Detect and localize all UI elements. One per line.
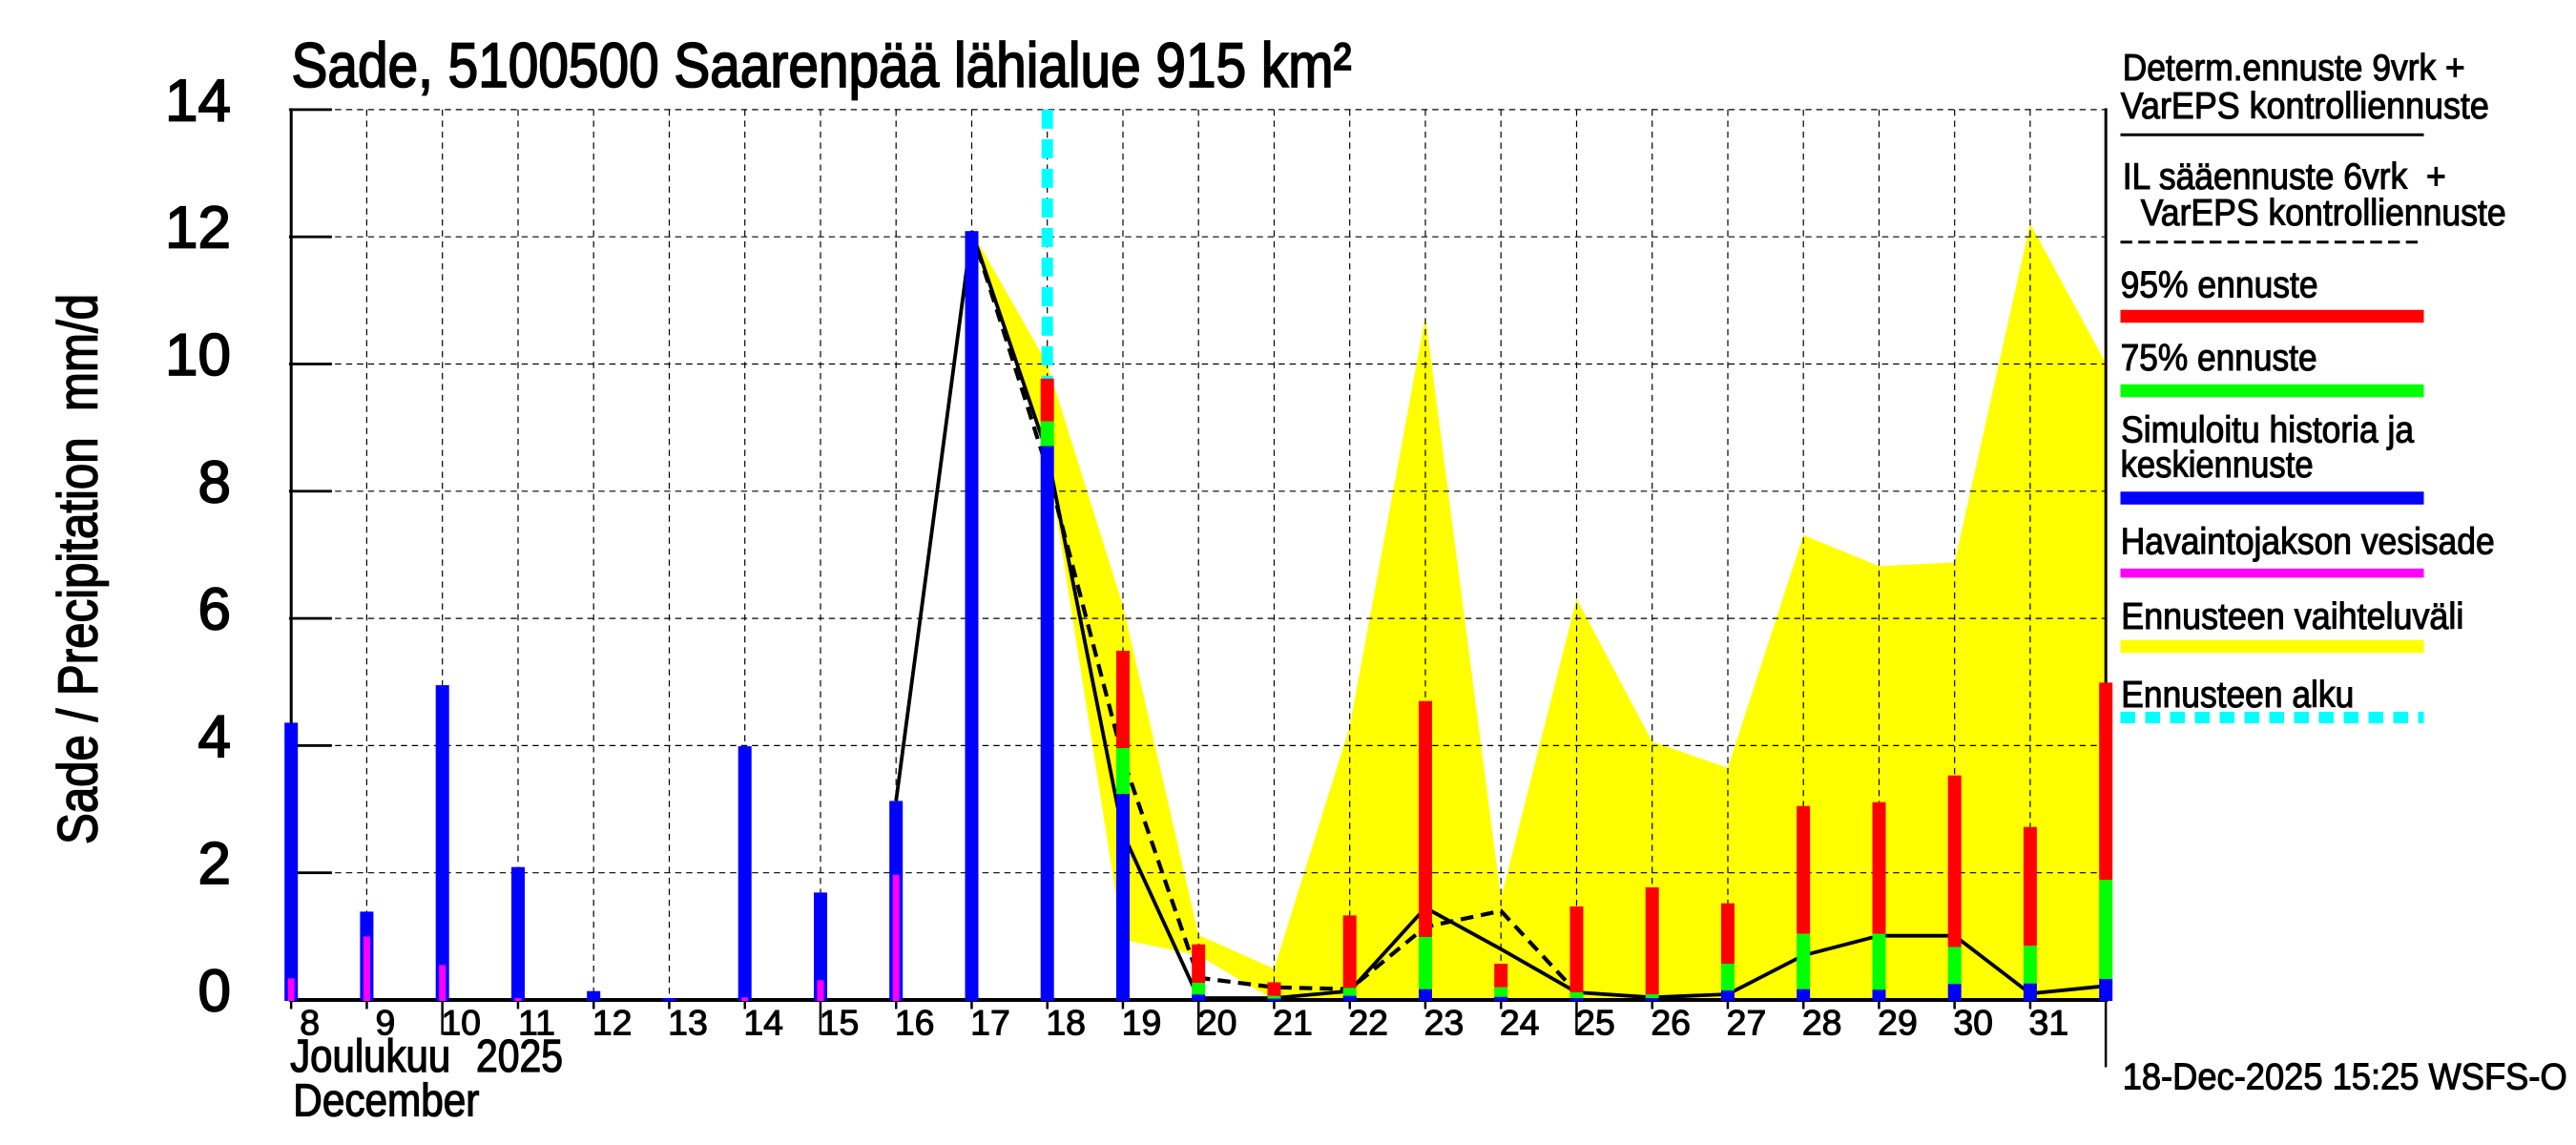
svg-text:6: 6 <box>198 577 231 643</box>
svg-text:Simuloitu historia ja: Simuloitu historia ja <box>2121 409 2415 450</box>
svg-text:12: 12 <box>165 196 231 261</box>
svg-text:31: 31 <box>2029 1002 2069 1042</box>
svg-text:13: 13 <box>668 1002 708 1042</box>
svg-text:2: 2 <box>198 831 231 897</box>
svg-text:30: 30 <box>1953 1002 1993 1042</box>
svg-text:25: 25 <box>1575 1002 1615 1042</box>
svg-text:17: 17 <box>970 1002 1010 1042</box>
svg-text:18-Dec-2025 15:25 WSFS-O: 18-Dec-2025 15:25 WSFS-O <box>2123 1057 2567 1098</box>
svg-text:75% ennuste: 75% ennuste <box>2121 338 2317 379</box>
svg-text:27: 27 <box>1727 1002 1767 1042</box>
svg-text:4: 4 <box>198 704 231 770</box>
svg-text:10: 10 <box>441 1002 481 1042</box>
svg-text:Sade, 5100500 Saarenpää lähial: Sade, 5100500 Saarenpää lähialue 915 km² <box>292 30 1352 100</box>
svg-text:11: 11 <box>518 1002 555 1042</box>
svg-text:24: 24 <box>1500 1002 1540 1042</box>
svg-text:23: 23 <box>1424 1002 1465 1042</box>
svg-text:Ennusteen vaihteluväli: Ennusteen vaihteluväli <box>2121 596 2463 637</box>
svg-text:14: 14 <box>743 1002 783 1042</box>
svg-text:16: 16 <box>895 1002 935 1042</box>
svg-text:2025: 2025 <box>476 1031 563 1082</box>
svg-text:8: 8 <box>300 1002 320 1042</box>
svg-text:Ennusteen alku: Ennusteen alku <box>2121 675 2354 716</box>
svg-text:95% ennuste: 95% ennuste <box>2121 264 2318 305</box>
svg-text:21: 21 <box>1273 1002 1313 1042</box>
svg-text:0: 0 <box>198 959 231 1025</box>
svg-text:December: December <box>293 1076 479 1127</box>
svg-text:14: 14 <box>165 68 231 134</box>
svg-text:Determ.ennuste 9vrk +: Determ.ennuste 9vrk + <box>2123 48 2465 89</box>
svg-text:15: 15 <box>820 1002 860 1042</box>
svg-text:Sade / Precipitation mm/d: Sade / Precipitation mm/d <box>47 294 109 844</box>
svg-text:29: 29 <box>1878 1002 1918 1042</box>
svg-text:9: 9 <box>375 1002 395 1042</box>
svg-text:Havaintojakson vesisade: Havaintojakson vesisade <box>2121 521 2495 562</box>
svg-text:18: 18 <box>1046 1002 1086 1042</box>
svg-text:20: 20 <box>1197 1002 1237 1042</box>
svg-text:Joulukuu: Joulukuu <box>290 1031 450 1082</box>
svg-text:IL sääennuste 6vrk +: IL sääennuste 6vrk + <box>2123 156 2446 198</box>
svg-text:22: 22 <box>1348 1002 1388 1042</box>
svg-text:28: 28 <box>1802 1002 1842 1042</box>
svg-text:26: 26 <box>1651 1002 1691 1042</box>
svg-text:VarEPS kontrolliennuste: VarEPS kontrolliennuste <box>2141 193 2506 234</box>
svg-text:keskiennuste: keskiennuste <box>2121 445 2314 486</box>
svg-text:19: 19 <box>1122 1002 1162 1042</box>
svg-text:VarEPS kontrolliennuste: VarEPS kontrolliennuste <box>2121 86 2489 127</box>
svg-text:10: 10 <box>165 323 231 388</box>
svg-text:8: 8 <box>198 449 231 515</box>
svg-text:12: 12 <box>592 1002 633 1042</box>
